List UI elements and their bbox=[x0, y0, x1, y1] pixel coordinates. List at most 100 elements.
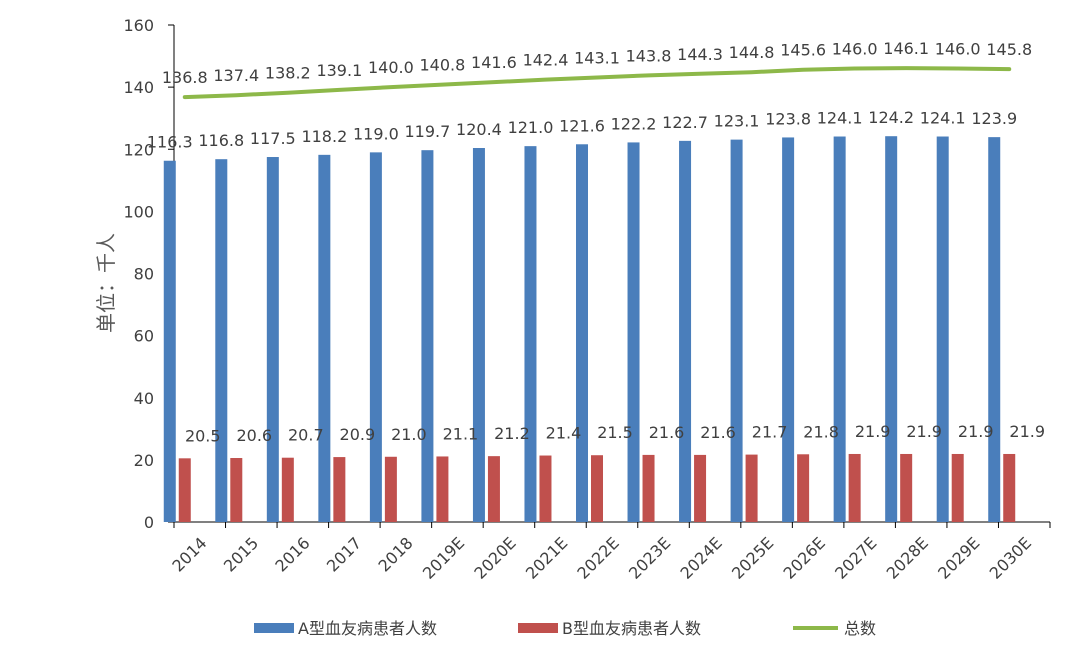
data-label-a: 123.8 bbox=[765, 109, 811, 128]
legend-label: A型血友病患者人数 bbox=[298, 619, 437, 638]
data-label-b: 20.5 bbox=[185, 426, 221, 445]
line-series bbox=[182, 66, 1012, 100]
y-tick-label: 80 bbox=[134, 265, 154, 284]
data-label-a: 122.2 bbox=[611, 114, 657, 133]
y-tick-label: 0 bbox=[144, 513, 154, 532]
x-tick-label: 2021E bbox=[522, 533, 571, 582]
x-tick-label: 2028E bbox=[883, 533, 932, 582]
y-tick-label: 160 bbox=[123, 16, 154, 35]
data-label-b: 21.4 bbox=[546, 424, 582, 443]
data-label-a: 124.1 bbox=[920, 109, 966, 128]
data-labels: 116.3 116.8 117.5 118.2 119.0 119.7 120.4 121.0… bbox=[147, 39, 1045, 445]
data-label-total: 137.4 bbox=[213, 66, 259, 85]
data-label-b: 21.2 bbox=[494, 424, 530, 443]
data-label-b: 21.1 bbox=[443, 424, 479, 443]
data-label-a: 116.8 bbox=[198, 131, 244, 150]
data-label-a: 117.5 bbox=[250, 129, 296, 148]
data-label-b: 21.6 bbox=[700, 423, 736, 442]
data-label-total: 146.0 bbox=[832, 39, 878, 58]
legend-swatch bbox=[518, 623, 558, 633]
bar-b bbox=[745, 454, 758, 522]
bar-b bbox=[797, 454, 810, 522]
x-tick-label: 2016 bbox=[271, 533, 313, 575]
bar-b bbox=[1003, 453, 1016, 522]
data-label-b: 21.6 bbox=[649, 423, 685, 442]
x-tick-label: 2023E bbox=[625, 533, 674, 582]
bar-a bbox=[421, 150, 434, 522]
legend-item-b: B型血友病患者人数 bbox=[518, 619, 701, 638]
data-label-b: 20.7 bbox=[288, 426, 324, 445]
bar-a bbox=[936, 136, 949, 522]
bar-a bbox=[627, 142, 640, 522]
data-label-a: 121.0 bbox=[508, 118, 554, 137]
x-tick-label: 2015 bbox=[220, 533, 262, 575]
data-label-total: 141.6 bbox=[471, 53, 517, 72]
data-label-a: 116.3 bbox=[147, 133, 193, 152]
data-label-b: 21.9 bbox=[1009, 422, 1045, 441]
bar-a bbox=[885, 136, 898, 523]
data-label-total: 138.2 bbox=[265, 64, 311, 83]
data-label-b: 21.7 bbox=[752, 423, 788, 442]
data-label-total: 139.1 bbox=[316, 61, 362, 80]
y-tick-label: 100 bbox=[123, 202, 154, 221]
data-label-total: 143.1 bbox=[574, 48, 620, 67]
bar-a bbox=[524, 146, 537, 523]
bar-b bbox=[591, 455, 603, 522]
x-tick-label: 2014 bbox=[168, 533, 210, 575]
data-label-total: 142.4 bbox=[523, 51, 569, 70]
data-label-total: 140.8 bbox=[420, 56, 466, 75]
bar-a bbox=[679, 140, 692, 522]
data-label-total: 145.6 bbox=[780, 41, 826, 60]
data-label-total: 144.3 bbox=[677, 45, 723, 64]
data-label-a: 124.2 bbox=[868, 108, 914, 127]
x-axis: 2014 2015 2016 2017 2018 2019E 2020E 2021E 2022E… bbox=[168, 521, 1051, 583]
x-tick-label: 2019E bbox=[419, 533, 468, 582]
data-label-total: 140.0 bbox=[368, 58, 414, 77]
data-label-a: 122.7 bbox=[662, 113, 708, 132]
data-label-b: 20.9 bbox=[340, 425, 376, 444]
x-tick-label: 2025E bbox=[728, 533, 777, 582]
y-tick-label: 40 bbox=[134, 389, 154, 408]
data-label-a: 123.1 bbox=[714, 112, 760, 131]
legend-item-total: 总数 bbox=[793, 619, 876, 638]
bar-b bbox=[487, 456, 500, 522]
bar-b bbox=[436, 456, 449, 522]
x-tick-label: 2030E bbox=[986, 533, 1035, 582]
data-label-a: 119.7 bbox=[405, 122, 451, 141]
data-label-b: 21.9 bbox=[855, 422, 891, 441]
data-label-a: 118.2 bbox=[301, 127, 347, 146]
bar-a bbox=[730, 139, 743, 523]
y-tick-label: 20 bbox=[134, 451, 154, 470]
bars bbox=[163, 136, 1016, 523]
bar-b bbox=[848, 453, 861, 522]
x-tick-label: 2018 bbox=[374, 533, 416, 575]
bar-a bbox=[472, 148, 485, 522]
y-tick-label: 120 bbox=[123, 140, 154, 159]
legend-item-a: A型血友病患者人数 bbox=[254, 619, 437, 638]
y-tick-label: 60 bbox=[134, 327, 154, 346]
data-label-total: 146.0 bbox=[935, 39, 981, 58]
bar-a bbox=[369, 152, 382, 522]
data-label-b: 21.9 bbox=[958, 422, 994, 441]
bar-a bbox=[988, 137, 1001, 522]
bar-a bbox=[266, 157, 279, 522]
bar-a bbox=[215, 159, 228, 522]
bar-a bbox=[318, 154, 331, 522]
bar-b bbox=[281, 457, 294, 522]
bar-a bbox=[833, 136, 846, 522]
data-label-total: 143.8 bbox=[626, 46, 672, 65]
data-label-b: 21.0 bbox=[391, 425, 427, 444]
data-label-total: 144.8 bbox=[729, 43, 775, 62]
bar-b bbox=[642, 454, 655, 522]
bar-b bbox=[333, 457, 346, 522]
x-tick-label: 2022E bbox=[573, 533, 622, 582]
x-tick-label: 2029E bbox=[934, 533, 983, 582]
legend-label: B型血友病患者人数 bbox=[562, 619, 701, 638]
bar-b bbox=[384, 456, 397, 522]
data-label-b: 21.9 bbox=[906, 422, 942, 441]
legend-swatch bbox=[254, 623, 294, 633]
x-tick-label: 2026E bbox=[780, 533, 829, 582]
y-tick-label: 140 bbox=[123, 78, 154, 97]
data-label-b: 21.5 bbox=[597, 423, 633, 442]
